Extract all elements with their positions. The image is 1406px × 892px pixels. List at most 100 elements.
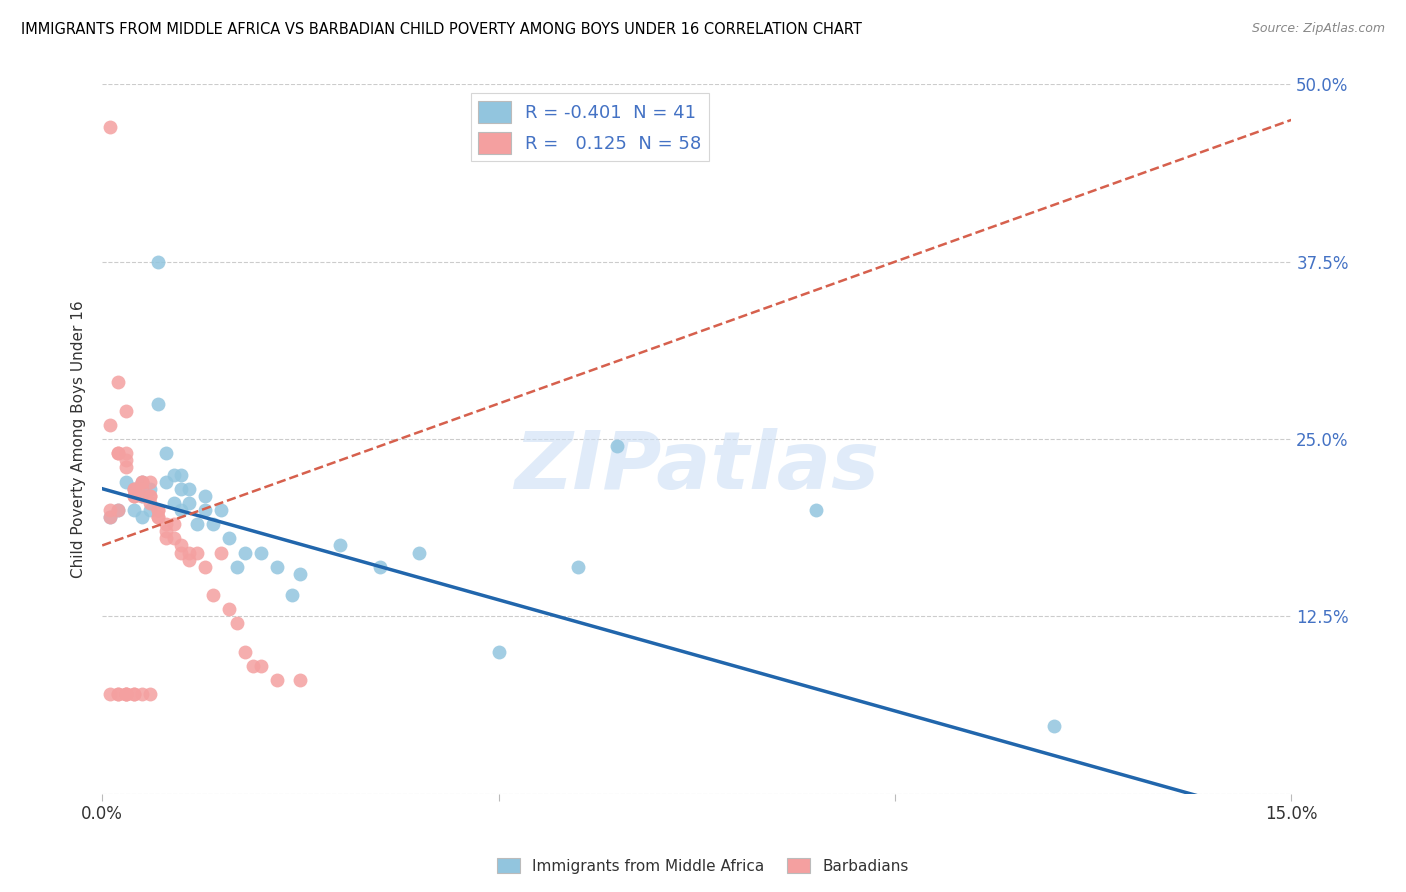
Point bbox=[281, 588, 304, 602]
Legend: Immigrants from Middle Africa, Barbadians: Immigrants from Middle Africa, Barbadian… bbox=[491, 852, 915, 880]
Point bbox=[139, 475, 162, 489]
Point bbox=[139, 503, 162, 517]
Point bbox=[170, 545, 193, 559]
Point bbox=[146, 510, 169, 524]
Point bbox=[98, 510, 121, 524]
Point bbox=[162, 532, 184, 546]
Point bbox=[179, 545, 201, 559]
Point bbox=[131, 510, 153, 524]
Point bbox=[98, 510, 121, 524]
Point bbox=[139, 489, 162, 503]
Point bbox=[131, 489, 153, 503]
Point bbox=[107, 503, 129, 517]
Point bbox=[115, 446, 138, 460]
Point bbox=[186, 517, 208, 532]
Point bbox=[107, 446, 129, 460]
Point bbox=[233, 645, 256, 659]
Point bbox=[98, 120, 121, 134]
Legend: R = -0.401  N = 41, R =   0.125  N = 58: R = -0.401 N = 41, R = 0.125 N = 58 bbox=[471, 94, 709, 161]
Text: ZIPatlas: ZIPatlas bbox=[515, 428, 879, 507]
Point bbox=[155, 517, 177, 532]
Point bbox=[122, 503, 145, 517]
Point bbox=[233, 545, 256, 559]
Point bbox=[170, 503, 193, 517]
Point bbox=[122, 482, 145, 496]
Point bbox=[98, 417, 121, 432]
Point bbox=[290, 566, 312, 581]
Point bbox=[139, 482, 162, 496]
Point bbox=[218, 532, 240, 546]
Point bbox=[107, 503, 129, 517]
Point bbox=[218, 602, 240, 616]
Point bbox=[226, 559, 249, 574]
Point bbox=[131, 482, 153, 496]
Point bbox=[131, 687, 153, 701]
Point bbox=[266, 559, 288, 574]
Point bbox=[146, 254, 169, 268]
Point bbox=[170, 538, 193, 552]
Point bbox=[1042, 718, 1064, 732]
Point bbox=[131, 475, 153, 489]
Point bbox=[139, 489, 162, 503]
Point bbox=[155, 532, 177, 546]
Point bbox=[290, 673, 312, 688]
Point bbox=[162, 496, 184, 510]
Point bbox=[139, 496, 162, 510]
Point bbox=[488, 645, 510, 659]
Point bbox=[368, 559, 391, 574]
Point bbox=[155, 524, 177, 539]
Point bbox=[122, 687, 145, 701]
Point bbox=[408, 545, 430, 559]
Point bbox=[202, 517, 225, 532]
Point bbox=[115, 475, 138, 489]
Point bbox=[122, 489, 145, 503]
Point bbox=[146, 503, 169, 517]
Point bbox=[170, 482, 193, 496]
Point bbox=[107, 376, 129, 390]
Point bbox=[122, 482, 145, 496]
Point bbox=[194, 559, 217, 574]
Point bbox=[146, 503, 169, 517]
Point bbox=[209, 503, 232, 517]
Y-axis label: Child Poverty Among Boys Under 16: Child Poverty Among Boys Under 16 bbox=[72, 301, 86, 578]
Text: Source: ZipAtlas.com: Source: ZipAtlas.com bbox=[1251, 22, 1385, 36]
Point bbox=[131, 475, 153, 489]
Point bbox=[139, 687, 162, 701]
Point bbox=[146, 396, 169, 410]
Point bbox=[107, 687, 129, 701]
Point bbox=[115, 687, 138, 701]
Point bbox=[98, 687, 121, 701]
Point bbox=[107, 446, 129, 460]
Point bbox=[131, 475, 153, 489]
Point bbox=[242, 659, 264, 673]
Point bbox=[226, 616, 249, 631]
Point bbox=[155, 475, 177, 489]
Point bbox=[115, 687, 138, 701]
Point bbox=[115, 403, 138, 417]
Point bbox=[266, 673, 288, 688]
Point bbox=[202, 588, 225, 602]
Point bbox=[804, 503, 827, 517]
Point bbox=[122, 482, 145, 496]
Point bbox=[162, 517, 184, 532]
Point bbox=[131, 489, 153, 503]
Point bbox=[179, 496, 201, 510]
Point bbox=[249, 659, 271, 673]
Point bbox=[209, 545, 232, 559]
Point bbox=[179, 552, 201, 566]
Point bbox=[567, 559, 589, 574]
Point bbox=[115, 460, 138, 475]
Point bbox=[155, 446, 177, 460]
Point bbox=[606, 439, 628, 453]
Point bbox=[162, 467, 184, 482]
Point bbox=[107, 687, 129, 701]
Point bbox=[115, 453, 138, 467]
Point bbox=[249, 545, 271, 559]
Point bbox=[186, 545, 208, 559]
Point bbox=[98, 503, 121, 517]
Point bbox=[194, 489, 217, 503]
Point bbox=[146, 510, 169, 524]
Text: IMMIGRANTS FROM MIDDLE AFRICA VS BARBADIAN CHILD POVERTY AMONG BOYS UNDER 16 COR: IMMIGRANTS FROM MIDDLE AFRICA VS BARBADI… bbox=[21, 22, 862, 37]
Point bbox=[122, 489, 145, 503]
Point bbox=[194, 503, 217, 517]
